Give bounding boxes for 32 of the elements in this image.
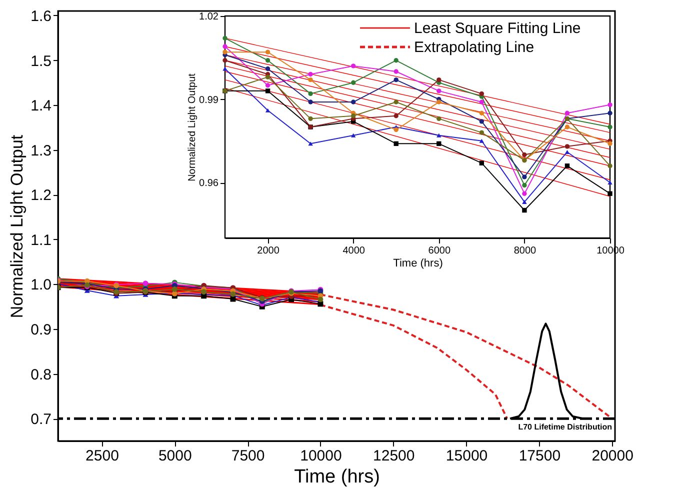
x-tick-label: 7500 [231, 448, 265, 464]
x-tick-label: 6000 [428, 246, 451, 256]
y-tick-label: 0.7 [30, 411, 52, 428]
ref-line-label: L70 Lifetime Distribution [518, 422, 612, 432]
text: Least Square Fitting Line [414, 20, 581, 37]
y-tick-label: 0.9 [30, 322, 52, 339]
y-tick-label: 1.5 [30, 52, 52, 70]
y-tick-label: 0.8 [30, 366, 52, 384]
y-tick-label: 1.2 [30, 187, 52, 204]
y-axis-title: Normalized Light Output [187, 73, 198, 182]
legend-label: Extrapolating Line [414, 39, 534, 56]
x-tick-label: 8000 [514, 246, 537, 256]
x-tick-label: 17500 [518, 448, 561, 464]
y-tick-label: 1.1 [30, 232, 52, 249]
y-axis-title: Normalized Light Output [8, 134, 27, 318]
y-tick-label: 0.99 [199, 94, 219, 106]
x-tick-label: 4000 [342, 246, 366, 256]
y-tick-label: 0.96 [199, 178, 219, 189]
x-tick-label: 12500 [373, 448, 415, 464]
y-tick-label: 1.6 [30, 8, 52, 25]
y-tick-label: 1.3 [30, 142, 52, 160]
y-tick-label: 1.0 [30, 276, 52, 294]
y-tick-label: 1.02 [199, 12, 219, 22]
x-tick-label: 2500 [86, 448, 119, 464]
x-tick-label: 20000 [592, 448, 634, 464]
x-axis-title: Time (hrs) [294, 466, 380, 488]
y-tick-label: 1.4 [30, 98, 52, 115]
x-tick-label: 15000 [446, 448, 488, 464]
x-axis-title: Time (hrs) [393, 258, 443, 270]
x-tick-label: 5000 [158, 448, 192, 464]
x-tick-label: 10000 [300, 448, 342, 464]
x-tick-label: 2000 [257, 246, 280, 256]
